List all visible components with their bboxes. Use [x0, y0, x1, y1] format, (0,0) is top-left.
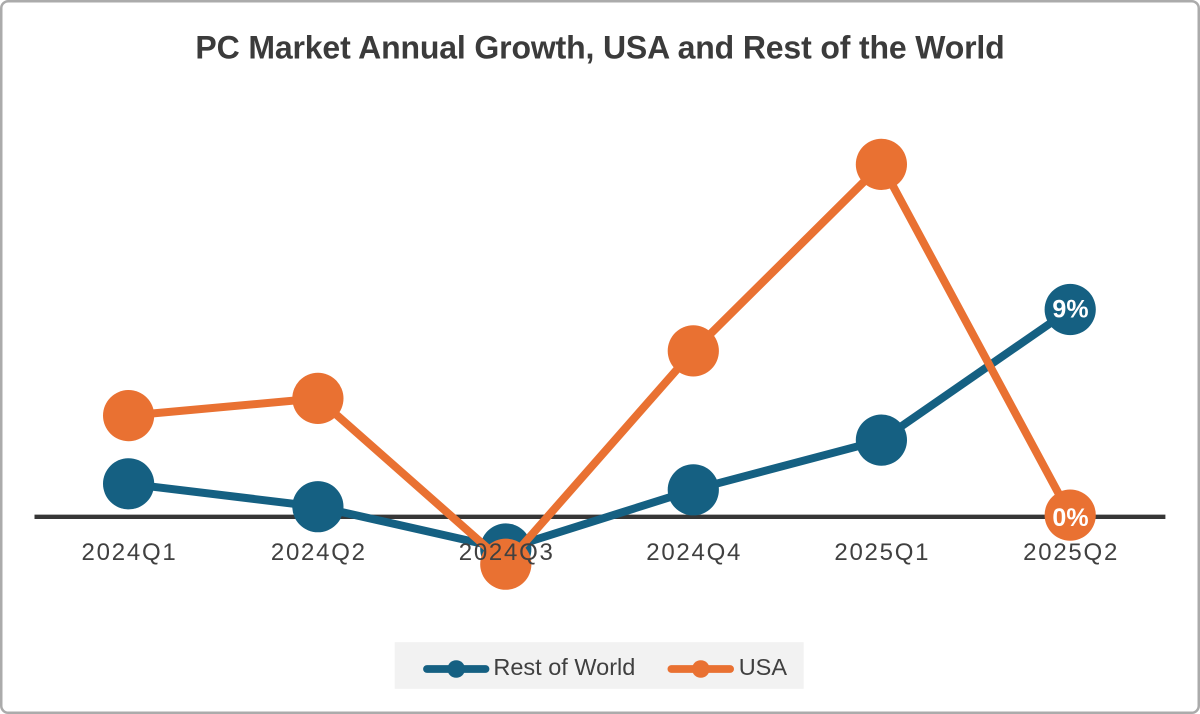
svg-text:2024Q4: 2024Q4 [646, 539, 742, 566]
svg-text:2025Q1: 2025Q1 [834, 539, 930, 566]
svg-text:2024Q3: 2024Q3 [459, 539, 555, 566]
svg-text:Rest of World: Rest of World [493, 654, 635, 680]
svg-text:0%: 0% [1052, 504, 1088, 532]
svg-text:2025Q2: 2025Q2 [1023, 539, 1119, 566]
svg-text:USA: USA [739, 654, 788, 680]
svg-text:2024Q1: 2024Q1 [82, 539, 178, 566]
svg-text:9%: 9% [1052, 296, 1088, 324]
svg-text:PC Market Annual Growth, USA a: PC Market Annual Growth, USA and Rest of… [195, 30, 1004, 66]
svg-text:2024Q2: 2024Q2 [271, 539, 367, 566]
